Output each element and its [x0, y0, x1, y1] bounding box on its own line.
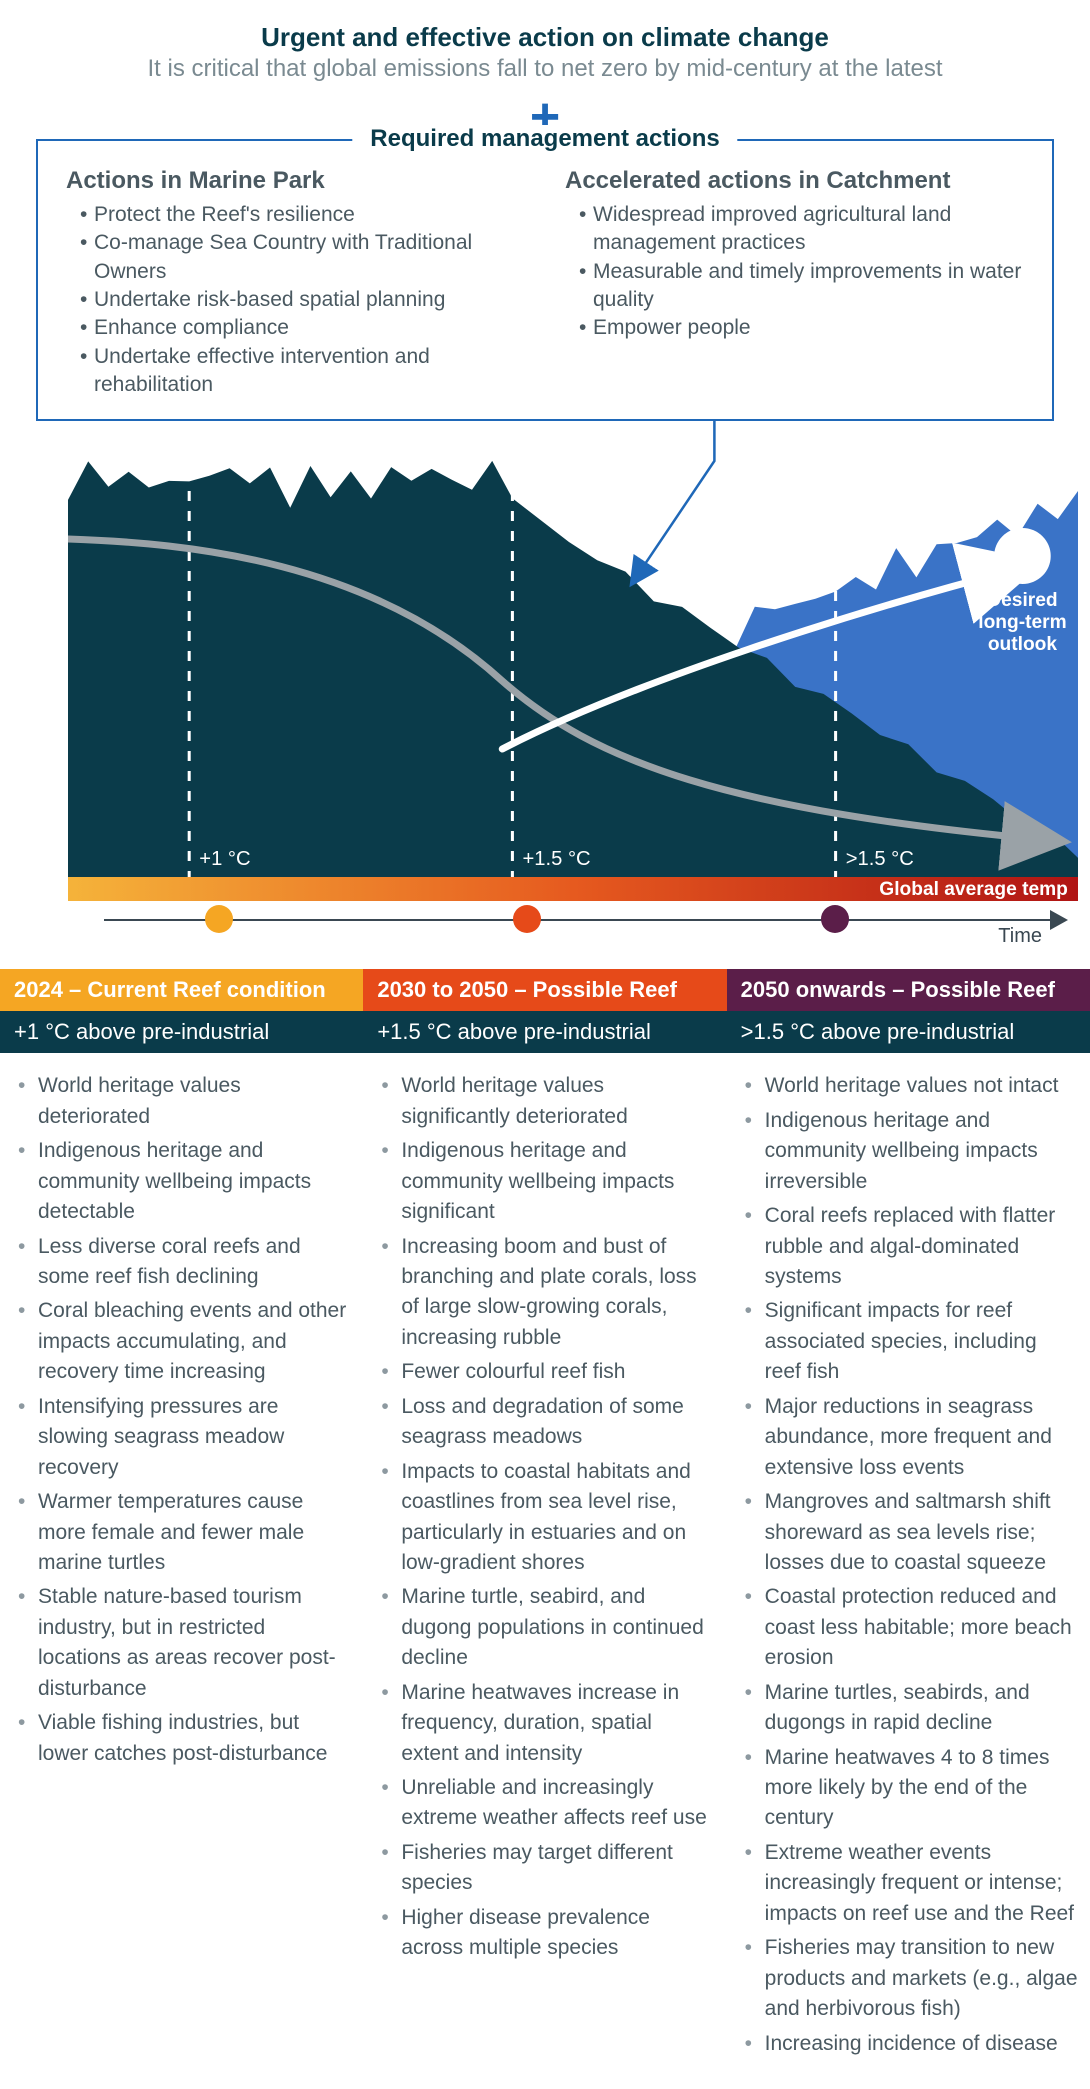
svg-text:+1.5 °C: +1.5 °C [523, 848, 591, 870]
list-item: Indigenous heritage and community wellbe… [8, 1136, 351, 1227]
list-item: Protect the Reef's resilience [80, 201, 525, 229]
list-item: Coastal protection reduced and coast les… [735, 1582, 1078, 1673]
actions-catchment-heading: Accelerated actions in Catchment [565, 167, 1024, 195]
header-subtitle: It is critical that global emissions fal… [30, 55, 1060, 83]
svg-text:outlook: outlook [988, 634, 1058, 655]
scenario-subband: +1.5 °C above pre-industrial [363, 1011, 726, 1053]
list-item: Indigenous heritage and community wellbe… [735, 1106, 1078, 1197]
list-item: Increasing incidence of disease [735, 2029, 1078, 2059]
list-item: Marine turtle, seabird, and dugong popul… [371, 1582, 714, 1673]
list-item: Indigenous heritage and community wellbe… [371, 1136, 714, 1227]
scenario-subband-row: +1 °C above pre-industrial+1.5 °C above … [0, 1011, 1090, 1053]
list-item: Undertake risk-based spatial planning [80, 286, 525, 314]
list-item: Less diverse coral reefs and some reef f… [8, 1232, 351, 1293]
list-item: Significant impacts for reef associated … [735, 1296, 1078, 1387]
svg-text:long-term: long-term [978, 612, 1066, 633]
timeline-dot [513, 905, 541, 933]
list-item: Warmer temperatures cause more female an… [8, 1487, 351, 1578]
diagram-section: Ecosystem health +1 °C+1.5 °C>1.5 °CDesi… [36, 421, 1078, 947]
list-item: Marine heatwaves 4 to 8 times more likel… [735, 1743, 1078, 1834]
list-item: Stable nature-based tourism industry, bu… [8, 1582, 351, 1704]
list-item: Higher disease prevalence across multipl… [371, 1903, 714, 1964]
list-item: Empower people [579, 314, 1024, 342]
svg-text:>1.5 °C: >1.5 °C [846, 848, 914, 870]
list-item: Co-manage Sea Country with Traditional O… [80, 229, 525, 286]
list-item: Coral reefs replaced with flatter rubble… [735, 1201, 1078, 1292]
list-item: Undertake effective intervention and reh… [80, 343, 525, 400]
header-title: Urgent and effective action on climate c… [30, 22, 1060, 53]
time-axis-label: Time [998, 925, 1042, 948]
scenario-subband: +1 °C above pre-industrial [0, 1011, 363, 1053]
list-item: Measurable and timely improvements in wa… [579, 258, 1024, 315]
list-item: Coral bleaching events and other impacts… [8, 1296, 351, 1387]
timeline-line [104, 919, 1066, 921]
list-item: Fisheries may transition to new products… [735, 1933, 1078, 2024]
svg-text:Desired: Desired [987, 590, 1057, 611]
list-item: World heritage values deteriorated [8, 1071, 351, 1132]
timeline: Time [104, 901, 1066, 947]
header: Urgent and effective action on climate c… [0, 0, 1090, 91]
actions-marine-heading: Actions in Marine Park [66, 167, 525, 195]
timeline-arrowhead-icon [1050, 910, 1068, 930]
infographic-root: Urgent and effective action on climate c… [0, 0, 1090, 2089]
timeline-dot [821, 905, 849, 933]
list-item: Impacts to coastal habitats and coastlin… [371, 1457, 714, 1579]
svg-text:Global average temp: Global average temp [879, 879, 1068, 900]
list-item: Fisheries may target different species [371, 1838, 714, 1899]
list-item: Major reductions in seagrass abundance, … [735, 1392, 1078, 1483]
scenario-column: World heritage values deterioratedIndige… [0, 1053, 363, 2089]
actions-marine-list: Protect the Reef's resilienceCo-manage S… [66, 201, 525, 399]
list-item: Marine turtles, seabirds, and dugongs in… [735, 1678, 1078, 1739]
ecosystem-diagram: +1 °C +1.5 °C >1.5 °C Desiredlong-termoutlo… [68, 421, 1078, 901]
actions-catchment-col: Accelerated actions in Catchment Widespr… [565, 167, 1024, 399]
list-item: Viable fishing industries, but lower cat… [8, 1708, 351, 1769]
list-item: Marine heatwaves increase in frequency, … [371, 1678, 714, 1769]
scenario-columns: World heritage values deterioratedIndige… [0, 1053, 1090, 2089]
scenario-column: World heritage values significantly dete… [363, 1053, 726, 2089]
scenario-subband: >1.5 °C above pre-industrial [727, 1011, 1090, 1053]
svg-text:+1 °C: +1 °C [199, 848, 250, 870]
list-item: World heritage values significantly dete… [371, 1071, 714, 1132]
list-item: Loss and degradation of some seagrass me… [371, 1392, 714, 1453]
actions-catchment-list: Widespread improved agricultural land ma… [565, 201, 1024, 343]
list-item: Intensifying pressures are slowing seagr… [8, 1392, 351, 1483]
actions-section: Required management actions Actions in M… [36, 139, 1054, 421]
list-item: World heritage values not intact [735, 1071, 1078, 1101]
diagram-svg: +1 °C +1.5 °C >1.5 °C Desiredlong-termoutlo… [68, 421, 1078, 901]
scenario-band: 2030 to 2050 – Possible Reef [363, 969, 726, 1011]
actions-legend: Required management actions [352, 125, 737, 153]
actions-box: Actions in Marine Park Protect the Reef'… [36, 139, 1054, 421]
list-item: Unreliable and increasingly extreme weat… [371, 1773, 714, 1834]
timeline-dot [205, 905, 233, 933]
scenario-band-row: 2024 – Current Reef condition2030 to 205… [0, 969, 1090, 1011]
actions-marine-col: Actions in Marine Park Protect the Reef'… [66, 167, 525, 399]
list-item: Extreme weather events increasingly freq… [735, 1838, 1078, 1929]
list-item: Enhance compliance [80, 314, 525, 342]
list-item: Mangroves and saltmarsh shift shoreward … [735, 1487, 1078, 1578]
list-item: Widespread improved agricultural land ma… [579, 201, 1024, 258]
scenario-band: 2024 – Current Reef condition [0, 969, 363, 1011]
list-item: Increasing boom and bust of branching an… [371, 1232, 714, 1354]
scenario-band: 2050 onwards – Possible Reef [727, 969, 1090, 1011]
list-item: Fewer colourful reef fish [371, 1357, 714, 1387]
scenario-column: World heritage values not intact Indigeno… [727, 1053, 1090, 2089]
